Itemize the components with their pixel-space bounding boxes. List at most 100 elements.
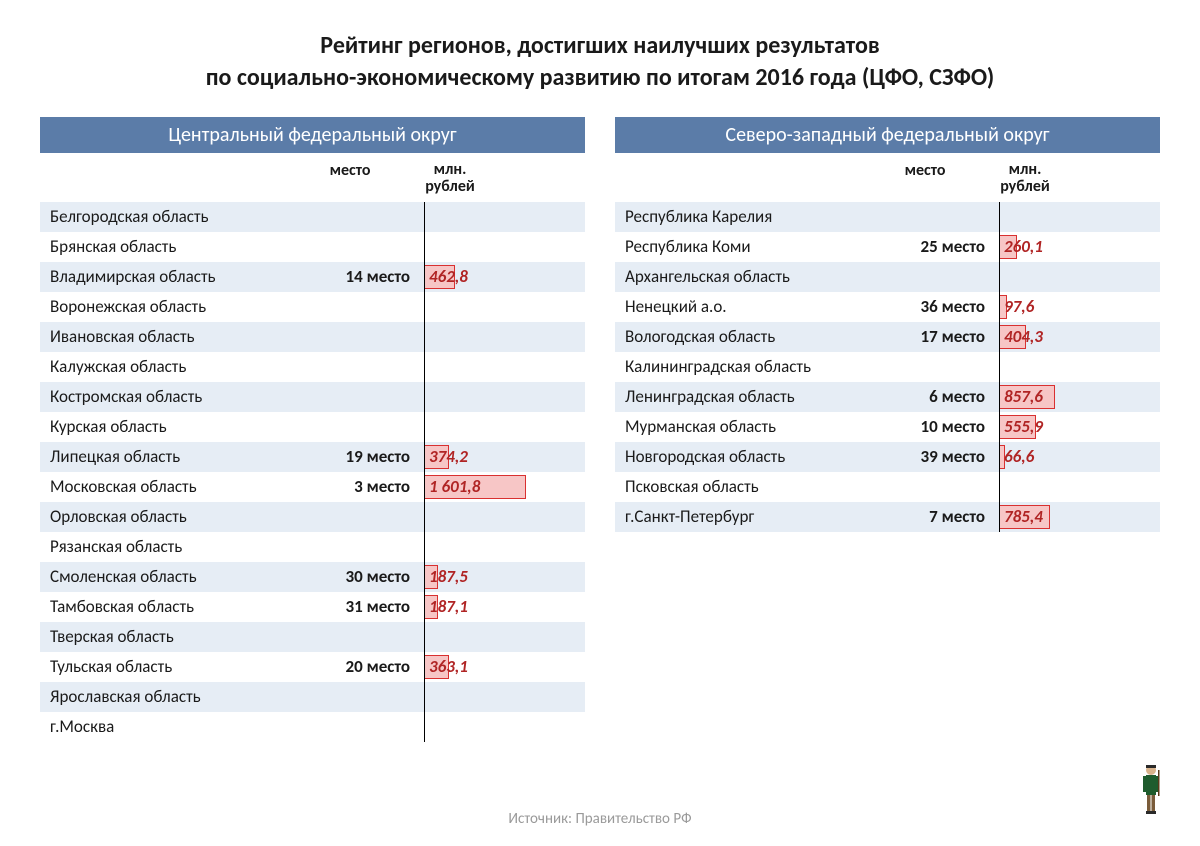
table-row: Воронежская область [40, 292, 585, 322]
region-name: Новгородская область [615, 442, 865, 472]
subhead-value: млн. рублей [410, 161, 490, 196]
region-place [290, 322, 424, 352]
region-name: Республика Коми [615, 232, 865, 262]
bar-cell: 363,1 [424, 652, 585, 682]
bar-value-label: 374,2 [429, 446, 468, 467]
region-name: Орловская область [40, 502, 290, 532]
table-row: Республика Коми25 место260,1 [615, 232, 1160, 262]
region-place: 17 место [865, 322, 999, 352]
bar-cell: 66,6 [999, 442, 1160, 472]
region-name: Владимирская область [40, 262, 290, 292]
region-name: Липецкая область [40, 442, 290, 472]
bar-cell: 1 601,8 [424, 472, 585, 502]
bar-cell [424, 202, 585, 232]
region-place: 7 место [865, 502, 999, 532]
region-name: Смоленская область [40, 562, 290, 592]
region-place: 20 место [290, 652, 424, 682]
table-row: г.Санкт-Петербург7 место785,4 [615, 502, 1160, 532]
value-bar: 97,6 [1000, 295, 1007, 319]
value-bar: 187,5 [425, 565, 438, 589]
bar-value-label: 785,4 [1004, 506, 1043, 527]
table-row: Ненецкий а.о.36 место97,6 [615, 292, 1160, 322]
left-district-header: Центральный федеральный округ [40, 117, 585, 153]
region-place: 3 место [290, 472, 424, 502]
table-row: Московская область3 место1 601,8 [40, 472, 585, 502]
bar-cell [424, 232, 585, 262]
table-row: Тверская область [40, 622, 585, 652]
region-place [290, 682, 424, 712]
region-name: г.Москва [40, 712, 290, 742]
table-row: Костромская область [40, 382, 585, 412]
table-row: Брянская область [40, 232, 585, 262]
bar-value-label: 857,6 [1004, 386, 1043, 407]
bar-cell [999, 262, 1160, 292]
region-name: Ненецкий а.о. [615, 292, 865, 322]
table-row: Ленинградская область6 место857,6 [615, 382, 1160, 412]
region-place [290, 352, 424, 382]
region-name: Калужская область [40, 352, 290, 382]
value-bar: 260,1 [1000, 235, 1017, 259]
table-row: Курская область [40, 412, 585, 442]
table-row: Калининградская область [615, 352, 1160, 382]
region-name: Тульская область [40, 652, 290, 682]
region-place [290, 232, 424, 262]
bar-cell: 97,6 [999, 292, 1160, 322]
bar-cell [999, 352, 1160, 382]
region-name: Ивановская область [40, 322, 290, 352]
region-place: 30 место [290, 562, 424, 592]
region-name: Тамбовская область [40, 592, 290, 622]
region-place [865, 202, 999, 232]
region-place [290, 532, 424, 562]
right-district-header: Северо-западный федеральный округ [615, 117, 1160, 153]
right-column: Северо-западный федеральный округ место … [615, 117, 1160, 742]
bar-cell: 785,4 [999, 502, 1160, 532]
bar-cell [424, 292, 585, 322]
region-place: 39 место [865, 442, 999, 472]
region-name: Тверская область [40, 622, 290, 652]
bar-value-label: 404,3 [1004, 326, 1043, 347]
bar-cell [424, 322, 585, 352]
region-name: Архангельская область [615, 262, 865, 292]
source-text: Источник: Правительство РФ [0, 810, 1200, 828]
value-bar: 374,2 [425, 445, 449, 469]
bar-value-label: 555,9 [1004, 416, 1043, 437]
value-bar: 555,9 [1000, 415, 1036, 439]
bar-cell: 260,1 [999, 232, 1160, 262]
region-place [290, 622, 424, 652]
table-row: Архангельская область [615, 262, 1160, 292]
table-row: Владимирская область14 место462,8 [40, 262, 585, 292]
region-name: Воронежская область [40, 292, 290, 322]
bar-cell: 187,1 [424, 592, 585, 622]
bar-value-label: 66,6 [1004, 446, 1034, 467]
region-name: Костромская область [40, 382, 290, 412]
table-row: Псковская область [615, 472, 1160, 502]
bar-cell: 462,8 [424, 262, 585, 292]
bar-cell: 374,2 [424, 442, 585, 472]
region-place [865, 352, 999, 382]
bar-cell [424, 622, 585, 652]
region-place [290, 382, 424, 412]
bar-value-label: 260,1 [1004, 236, 1043, 257]
subhead-place: место [865, 161, 985, 196]
region-place [865, 472, 999, 502]
columns-wrap: Центральный федеральный округ место млн.… [40, 117, 1160, 742]
region-name: г.Санкт-Петербург [615, 502, 865, 532]
table-row: Ярославская область [40, 682, 585, 712]
region-name: Рязанская область [40, 532, 290, 562]
bar-cell [424, 502, 585, 532]
bar-value-label: 187,5 [429, 566, 468, 587]
title-line-2: по социально-экономическому развитию по … [40, 62, 1160, 94]
bar-cell: 857,6 [999, 382, 1160, 412]
region-name: Вологодская область [615, 322, 865, 352]
region-name: Белгородская область [40, 202, 290, 232]
table-row: Тамбовская область31 место187,1 [40, 592, 585, 622]
subhead-place: место [290, 161, 410, 196]
bar-value-label: 187,1 [429, 596, 468, 617]
bar-cell: 555,9 [999, 412, 1160, 442]
region-place: 14 место [290, 262, 424, 292]
table-row: Орловская область [40, 502, 585, 532]
table-row: Рязанская область [40, 532, 585, 562]
region-place [290, 412, 424, 442]
region-name: Брянская область [40, 232, 290, 262]
bar-value-label: 1 601,8 [429, 476, 480, 497]
